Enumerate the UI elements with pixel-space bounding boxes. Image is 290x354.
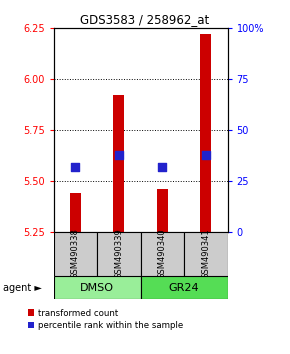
Bar — [54, 232, 97, 276]
Text: agent ►: agent ► — [3, 282, 42, 293]
Text: GSM490338: GSM490338 — [71, 229, 80, 279]
Text: GDS3583 / 258962_at: GDS3583 / 258962_at — [80, 13, 210, 26]
Text: GSM490339: GSM490339 — [114, 229, 124, 279]
Bar — [141, 276, 228, 299]
Bar — [157, 189, 168, 232]
Bar — [70, 193, 81, 232]
Bar — [141, 232, 184, 276]
Text: GSM490341: GSM490341 — [201, 229, 211, 279]
Bar — [97, 232, 141, 276]
Text: GSM490340: GSM490340 — [158, 229, 167, 279]
Point — [73, 164, 78, 170]
Legend: transformed count, percentile rank within the sample: transformed count, percentile rank withi… — [28, 309, 183, 330]
Point — [117, 152, 121, 158]
Bar — [200, 34, 211, 232]
Point — [160, 164, 165, 170]
Point — [204, 152, 208, 158]
Bar — [54, 276, 141, 299]
Bar — [184, 232, 228, 276]
Text: GR24: GR24 — [169, 282, 200, 293]
Bar — [113, 96, 124, 232]
Text: DMSO: DMSO — [80, 282, 114, 293]
